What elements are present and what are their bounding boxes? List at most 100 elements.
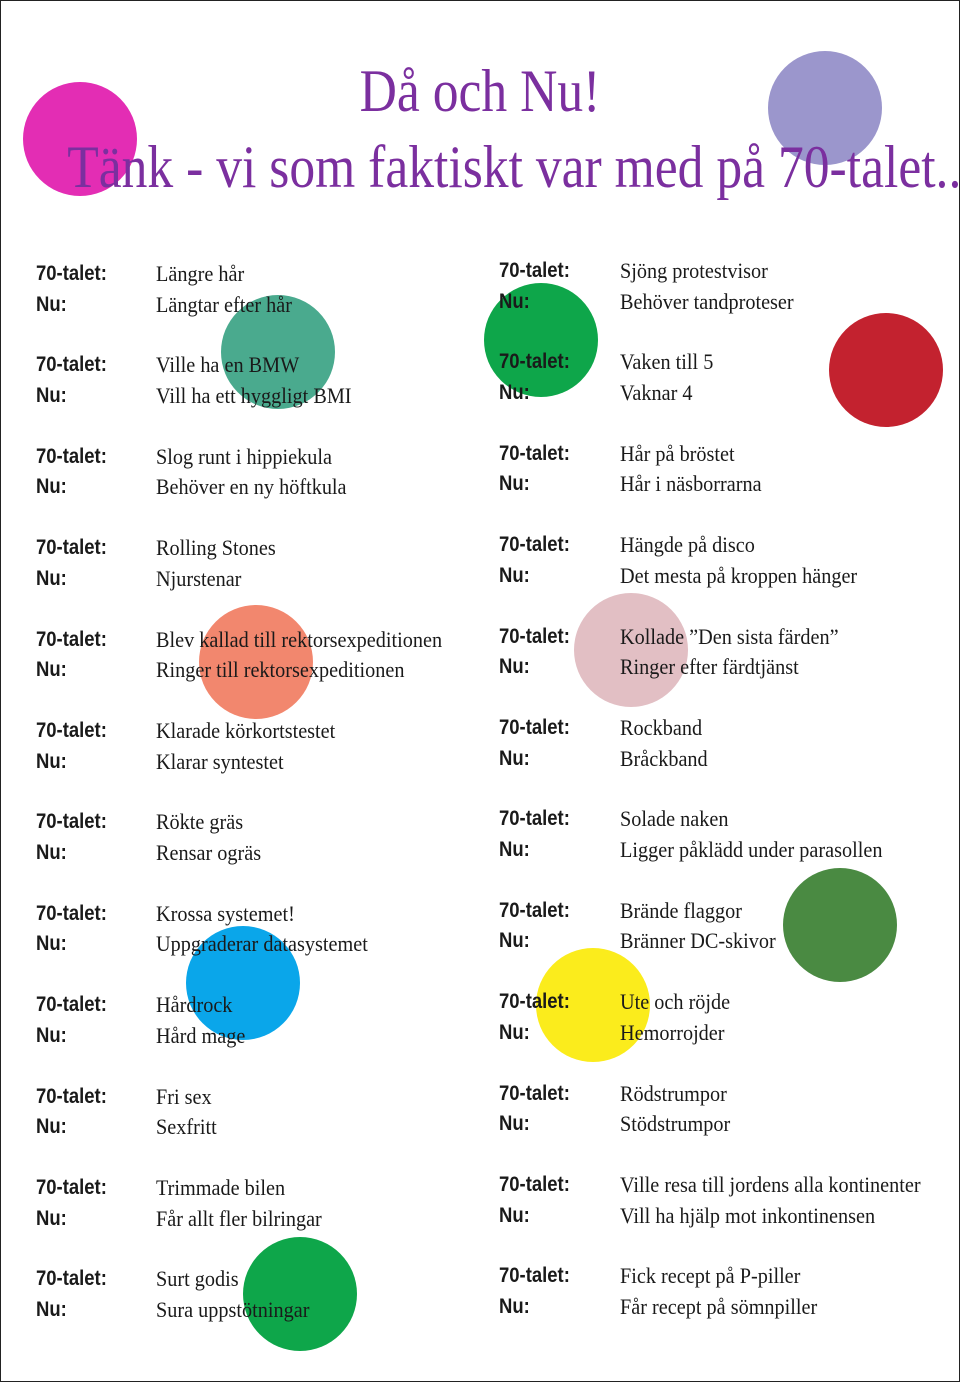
now-text: Uppgraderar datasystemet — [156, 931, 368, 957]
now-text: Behöver tandproteser — [620, 288, 794, 314]
now-text: Vill ha ett hyggligt BMI — [156, 382, 352, 408]
now-text: Bråckband — [620, 745, 708, 771]
label-70-talet: 70-talet: — [499, 1081, 570, 1105]
page-subtitle: Tänk - vi som faktiskt var med på 70-tal… — [67, 134, 960, 200]
label-nu: Nu: — [499, 1294, 530, 1318]
then-text: Rökte gräs — [156, 809, 244, 835]
label-70-talet: 70-talet: — [499, 441, 570, 465]
then-text: Sjöng protestvisor — [620, 258, 768, 283]
label-70-talet: 70-talet: — [36, 353, 107, 377]
now-text: Sexfritt — [156, 1114, 217, 1140]
then-text: Rolling Stones — [156, 535, 276, 561]
label-70-talet: 70-talet: — [36, 901, 107, 925]
forest-dot — [783, 868, 897, 982]
label-nu: Nu: — [36, 383, 67, 407]
now-text: Behöver en ny höftkula — [156, 474, 347, 500]
now-text: Längtar efter hår — [156, 291, 292, 317]
now-text: Ringer efter färdtjänst — [620, 654, 799, 680]
yellow-dot — [536, 948, 650, 1062]
now-text: Hår i näsborrarna — [620, 471, 762, 497]
then-text: Blev kallad till rektorsexpeditionen — [156, 626, 443, 652]
green-dot — [484, 283, 598, 397]
now-text: Hård mage — [156, 1022, 246, 1048]
label-nu: Nu: — [499, 380, 530, 404]
now-text: Rensar ogräs — [156, 839, 262, 865]
label-70-talet: 70-talet: — [499, 990, 570, 1014]
then-text: Klarade körkortstestet — [156, 718, 336, 743]
label-70-talet: 70-talet: — [36, 444, 107, 468]
now-text: Bränner DC-skivor — [620, 928, 776, 954]
label-nu: Nu: — [499, 563, 530, 587]
label-70-talet: 70-talet: — [36, 262, 107, 285]
now-text: Det mesta på kroppen hänger — [620, 562, 858, 588]
now-text: Stödstrumpor — [620, 1111, 731, 1137]
now-text: Får allt fler bilringar — [156, 1205, 322, 1231]
then-text: Hängde på disco — [620, 532, 755, 558]
pink-dot — [574, 593, 688, 707]
now-text: Hemorrojder — [620, 1019, 725, 1045]
now-text: Får recept på sömnpiller — [620, 1293, 818, 1319]
label-70-talet: 70-talet: — [499, 1264, 570, 1288]
label-70-talet: 70-talet: — [499, 807, 570, 831]
label-nu: Nu: — [499, 929, 530, 953]
then-text: Hår på bröstet — [620, 440, 735, 466]
label-70-talet: 70-talet: — [499, 624, 570, 648]
label-70-talet: 70-talet: — [499, 898, 570, 922]
label-70-talet: 70-talet: — [499, 1173, 570, 1196]
page-title: Då och Nu! — [359, 58, 601, 124]
then-text: Krossa systemet! — [156, 900, 295, 926]
label-70-talet: 70-talet: — [36, 536, 107, 560]
teal-dot — [221, 295, 335, 409]
then-text: Ville resa till jordens alla kontinenter — [620, 1172, 921, 1197]
label-70-talet: 70-talet: — [36, 719, 107, 742]
label-nu: Nu: — [499, 746, 530, 770]
then-text: Solade naken — [620, 806, 729, 832]
label-70-talet: 70-talet: — [499, 533, 570, 557]
then-text: Rockband — [620, 715, 703, 740]
label-nu: Nu: — [36, 475, 67, 499]
now-text: Ringer till rektorsexpeditionen — [156, 657, 405, 683]
now-text: Sura uppstötningar — [156, 1296, 310, 1322]
label-70-talet: 70-talet: — [499, 716, 570, 739]
label-70-talet: 70-talet: — [499, 259, 570, 282]
label-nu: Nu: — [36, 840, 67, 864]
then-text: Kollade ”Den sista färden” — [620, 623, 839, 649]
label-nu: Nu: — [36, 932, 67, 956]
now-text: Njurstenar — [156, 565, 242, 591]
magenta-dot — [23, 82, 137, 196]
then-text: Ute och röjde — [620, 989, 731, 1015]
then-text: Hårdrock — [156, 992, 233, 1018]
green-dot-bottom — [243, 1237, 357, 1351]
now-text: Vaknar 4 — [620, 379, 693, 405]
then-text: Trimmade bilen — [156, 1175, 286, 1200]
then-text: Längre hår — [156, 261, 245, 286]
label-70-talet: 70-talet: — [36, 1267, 107, 1291]
then-text: Ville ha en BMW — [156, 352, 300, 378]
label-nu: Nu: — [36, 658, 67, 682]
label-nu: Nu: — [499, 472, 530, 496]
label-nu: Nu: — [499, 1203, 530, 1227]
now-text: Klarar syntestet — [156, 748, 284, 774]
label-70-talet: 70-talet: — [36, 627, 107, 651]
label-nu: Nu: — [499, 1112, 530, 1136]
then-text: Brände flaggor — [620, 897, 742, 923]
now-text: Vill ha hjälp mot inkontinensen — [620, 1202, 876, 1228]
then-text: Slog runt i hippiekula — [156, 443, 332, 469]
label-nu: Nu: — [36, 292, 67, 316]
salmon-dot — [199, 605, 313, 719]
label-nu: Nu: — [36, 566, 67, 590]
label-nu: Nu: — [499, 837, 530, 861]
then-text: Fri sex — [156, 1083, 212, 1109]
now-text: Ligger påklädd under parasollen — [620, 836, 883, 862]
label-nu: Nu: — [499, 655, 530, 679]
red-dot — [829, 313, 943, 427]
label-70-talet: 70-talet: — [36, 1084, 107, 1108]
label-nu: Nu: — [499, 1020, 530, 1044]
then-text: Rödstrumpor — [620, 1080, 727, 1106]
label-nu: Nu: — [36, 1206, 67, 1230]
then-text: Vaken till 5 — [620, 349, 714, 375]
label-nu: Nu: — [36, 1115, 67, 1139]
then-text: Surt godis — [156, 1266, 239, 1292]
label-nu: Nu: — [36, 1023, 67, 1047]
label-70-talet: 70-talet: — [36, 1176, 107, 1199]
